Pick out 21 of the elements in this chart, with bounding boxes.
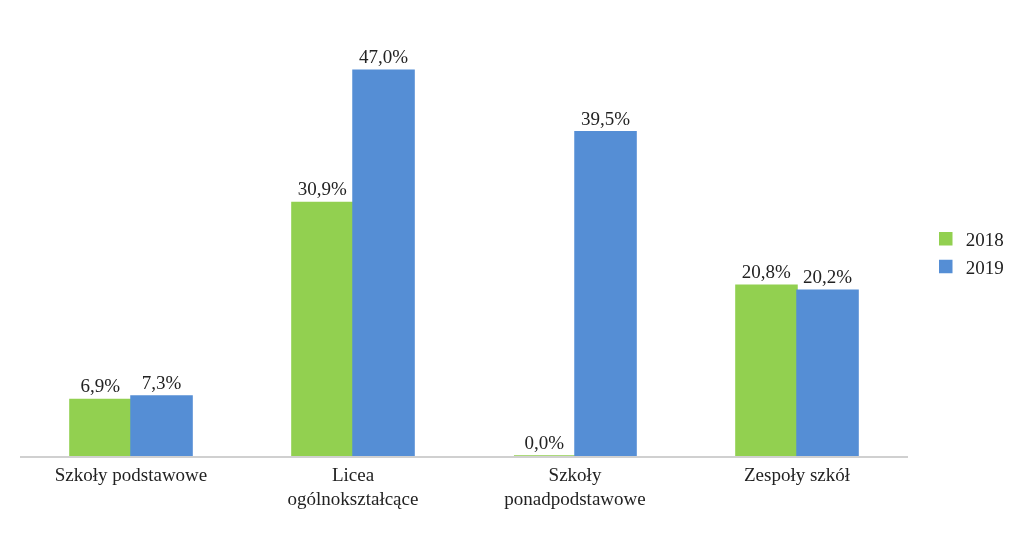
- data-label: 47,0%: [358, 46, 409, 68]
- data-label: 20,8%: [741, 261, 792, 283]
- data-label: 7,3%: [141, 372, 182, 394]
- data-label: 39,5%: [580, 107, 631, 129]
- data-label: 30,9%: [297, 178, 348, 200]
- legend-label: 2018: [965, 229, 1004, 251]
- bar: [130, 395, 193, 456]
- bar: [69, 398, 132, 456]
- x-tick-label: Zespoły szkół: [743, 463, 851, 485]
- bar: [352, 69, 415, 456]
- data-label: 0,0%: [524, 432, 565, 453]
- bar: [574, 131, 637, 456]
- x-tick-label: Szkoły podstawowe: [54, 463, 208, 485]
- x-tick-label: Szkoły ponadpodstawowe: [504, 463, 646, 510]
- data-label: 20,2%: [802, 266, 853, 288]
- data-label: 6,9%: [80, 375, 121, 397]
- bar: [796, 289, 859, 456]
- bar: [735, 284, 798, 456]
- bar: [291, 201, 354, 456]
- x-tick-label: Licea ogólnokształcące: [287, 463, 419, 510]
- legend-label: 2019: [965, 256, 1004, 278]
